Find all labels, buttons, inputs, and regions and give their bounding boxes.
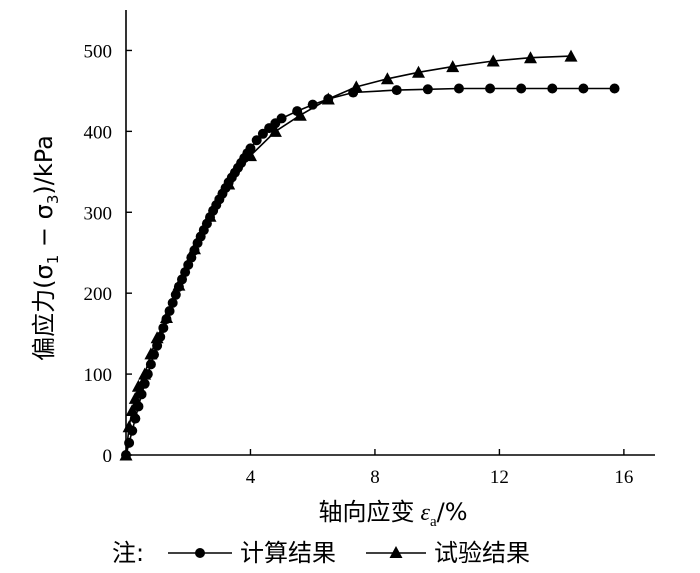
- y-tick-label: 100: [84, 365, 113, 386]
- x-axis-label-symbol: ε: [420, 500, 430, 526]
- axes: [125, 10, 655, 456]
- data-point-test: [122, 420, 136, 433]
- y-tick-label: 0: [103, 446, 113, 467]
- data-point-test: [172, 278, 186, 291]
- y-tick-label: 500: [84, 41, 113, 62]
- y-tick-label: 400: [84, 122, 113, 143]
- data-point-test: [203, 209, 217, 222]
- data-point-calc: [391, 85, 402, 96]
- data-point-test: [446, 60, 460, 73]
- x-axis-label-subscript: a: [430, 514, 437, 530]
- data-point-calc: [276, 113, 287, 124]
- data-point-test: [564, 49, 578, 62]
- x-tick-label: 12: [490, 467, 509, 488]
- data-point-test: [128, 391, 142, 404]
- data-point-test: [144, 347, 158, 360]
- data-point-calc: [516, 83, 527, 94]
- data-point-test: [321, 92, 335, 105]
- x-tick-label: 8: [370, 467, 380, 488]
- y-axis-label-sub2: 3: [44, 195, 62, 205]
- data-point-calc: [124, 437, 135, 448]
- y-axis-label-suffix: )/kPa: [30, 135, 58, 194]
- series-layer: [119, 49, 620, 461]
- data-point-test: [349, 80, 363, 93]
- data-point-calc: [578, 83, 589, 94]
- y-axis-label-mid: − σ: [30, 204, 58, 255]
- data-point-test: [486, 54, 500, 67]
- data-point-calc: [136, 389, 147, 400]
- legend-prefix: 注:: [112, 539, 144, 567]
- data-point-test: [244, 149, 257, 162]
- x-axis-label-text: 轴向应变: [318, 498, 414, 526]
- data-point-test: [150, 331, 164, 344]
- y-axis-label: 偏应力(σ1 − σ3)/kPa: [30, 135, 62, 361]
- data-point-test: [131, 379, 145, 392]
- legend-test-label: 试验结果: [434, 539, 530, 567]
- data-point-test: [125, 404, 139, 416]
- data-point-calc: [139, 378, 150, 389]
- data-point-calc: [485, 83, 496, 94]
- ticks: 0 100 200 300 400 500 4 8 12 16: [84, 41, 634, 488]
- legend-test-marker: [389, 546, 403, 558]
- data-point-calc: [547, 83, 558, 94]
- data-point-calc: [133, 401, 144, 412]
- x-tick-label: 4: [246, 467, 256, 488]
- data-point-test: [138, 367, 152, 380]
- data-point-calc: [422, 84, 433, 95]
- legend: 注: 计算结果 试验结果: [112, 539, 530, 567]
- x-tick-label: 16: [614, 467, 633, 488]
- data-point-test: [222, 177, 236, 190]
- data-point-test: [524, 51, 537, 64]
- data-point-calc: [251, 135, 262, 146]
- legend-calc-marker: [195, 548, 205, 558]
- data-point-test: [268, 124, 282, 137]
- x-axis-label-unit: /%: [437, 498, 468, 526]
- y-axis-label-sub1: 1: [44, 255, 62, 265]
- series-line-calc: [125, 87, 615, 456]
- data-point-calc: [130, 413, 141, 424]
- y-tick-label: 300: [84, 203, 113, 224]
- data-point-test: [188, 242, 201, 255]
- data-point-test: [380, 72, 394, 85]
- x-axis-label: 轴向应变 εa/%: [318, 498, 467, 530]
- data-point-calc: [609, 83, 620, 94]
- y-tick-label: 200: [84, 284, 113, 305]
- data-point-calc: [453, 83, 464, 94]
- y-axis-label-prefix: 偏应力(σ: [30, 264, 58, 361]
- data-point-test: [412, 65, 425, 78]
- data-point-calc: [245, 143, 256, 154]
- data-point-test: [160, 311, 173, 323]
- legend-calc-label: 计算结果: [240, 539, 336, 567]
- data-point-test: [293, 108, 307, 121]
- data-point-test: [119, 448, 133, 461]
